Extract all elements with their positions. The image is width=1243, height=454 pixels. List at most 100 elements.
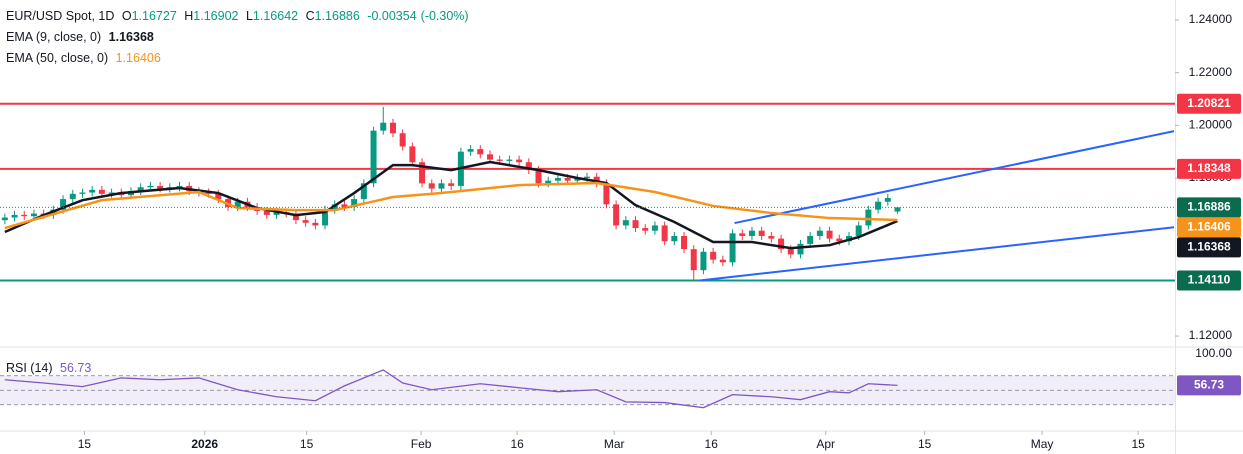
candle-body [816, 230, 823, 236]
candle-body [486, 154, 493, 160]
candle-body [137, 187, 144, 192]
ohlc-letter: O [121, 9, 132, 23]
price-label-bg [1177, 197, 1241, 218]
rsi-label-bg [1177, 375, 1241, 396]
candle-body [205, 192, 212, 194]
candle-body [1, 217, 8, 221]
candle-body [516, 159, 523, 163]
candle-body [89, 189, 96, 193]
candle-body [778, 238, 785, 250]
candle-body [467, 149, 474, 152]
candle-body [632, 220, 639, 229]
candle-body [690, 249, 697, 271]
candle-body [69, 193, 76, 200]
price-label: 1.14110 [1188, 273, 1231, 287]
candle-body [554, 178, 561, 181]
candle-body [855, 225, 862, 236]
y-tick-label: 1.24000 [1189, 12, 1233, 26]
x-tick-label: Apr [816, 437, 835, 451]
ema9-name: EMA (9, close, 0) [6, 30, 102, 44]
candle-body [671, 235, 678, 242]
candle-body [273, 212, 280, 215]
candle-body [399, 133, 406, 147]
candle-body [409, 146, 416, 163]
candle-body [312, 222, 319, 226]
candle-body [322, 209, 329, 226]
candle-body [651, 225, 658, 231]
price-label: 1.20821 [1187, 96, 1231, 110]
price-label-bg [1177, 237, 1241, 258]
candle-body [448, 183, 455, 186]
candle-body [865, 209, 872, 226]
ema9-legend: EMA (9, close, 0) 1.16368 [6, 30, 158, 44]
price-label: 1.16406 [1187, 220, 1231, 234]
candle-body [11, 214, 18, 218]
rsi-name: RSI (14) [6, 361, 53, 375]
candle-body [719, 259, 726, 263]
candle-body [545, 180, 552, 184]
candle-body [836, 238, 843, 242]
candle-body [157, 185, 164, 189]
candle-body [108, 192, 115, 194]
candle-body [79, 192, 86, 194]
x-tick-label: 15 [1131, 437, 1145, 451]
change: -0.00354 [367, 9, 417, 23]
candle-body [147, 185, 154, 188]
price-label-bg [1177, 217, 1241, 238]
candle-body [389, 122, 396, 134]
candle-body [263, 210, 270, 215]
ema50-value: 1.16406 [115, 51, 161, 65]
open-value: 1.16727 [131, 9, 177, 23]
candle-body [30, 213, 37, 217]
candle-body [681, 235, 688, 250]
x-tick-label: 15 [918, 437, 932, 451]
candle-body [758, 230, 765, 236]
rsi-legend: RSI (14) 56.73 [6, 361, 95, 375]
trendline [734, 130, 1175, 225]
header-legend: EUR/USD Spot, 1D O1.16727 H1.16902 L1.16… [6, 9, 473, 23]
candle-body [302, 220, 309, 223]
symbol-title: EUR/USD Spot, 1D [6, 9, 115, 23]
rsi-value: 56.73 [60, 361, 92, 375]
candle-body [574, 178, 581, 181]
ohlc-letter: H [184, 9, 194, 23]
price-label-bg [1177, 270, 1241, 291]
rsi-line [4, 369, 898, 409]
candle-body [797, 243, 804, 255]
candle-body [535, 170, 542, 184]
candle-body [360, 183, 367, 200]
change-pct: (-0.30%) [420, 9, 469, 23]
candle-body [584, 176, 591, 179]
y-tick-label: 1.20000 [1189, 118, 1233, 132]
candle-body [419, 162, 426, 184]
close-value: 1.16886 [314, 9, 360, 23]
ema50-legend: EMA (50, close, 0) 1.16406 [6, 51, 165, 65]
candle-body [603, 183, 610, 205]
ema-line [4, 181, 898, 230]
y-tick-label: 1.22000 [1189, 65, 1233, 79]
price-label: 1.18348 [1187, 161, 1231, 175]
candle-body [506, 159, 513, 161]
candle-body [807, 235, 814, 244]
candle-body [826, 230, 833, 239]
candle-body [60, 199, 67, 210]
candle-body [661, 225, 668, 242]
candle-body [215, 193, 222, 200]
x-tick-label: 15 [78, 437, 92, 451]
ohlc-letter: L [245, 9, 253, 23]
candle-body [370, 130, 377, 184]
candle-body [351, 199, 358, 207]
ema50-name: EMA (50, close, 0) [6, 51, 109, 65]
candle-body [21, 214, 28, 217]
rsi-tick-label: 100.00 [1195, 346, 1232, 360]
candle-body [292, 213, 299, 221]
candle-body [739, 233, 746, 236]
candle-body [875, 201, 882, 210]
candle-body [748, 230, 755, 236]
x-tick-label: 16 [705, 437, 719, 451]
price-label: 1.16368 [1187, 240, 1231, 254]
candle-body [234, 201, 241, 207]
candle-body [710, 251, 717, 260]
